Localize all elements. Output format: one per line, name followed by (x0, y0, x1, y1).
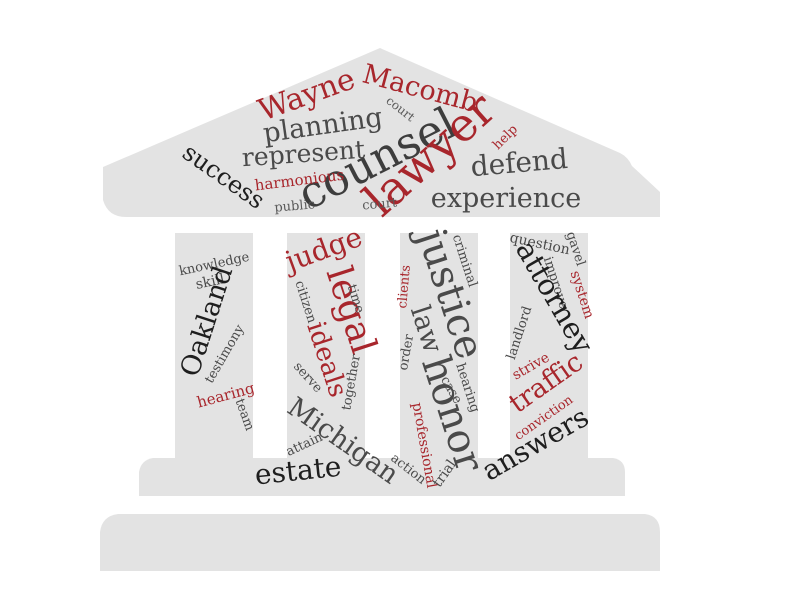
column-4 (510, 233, 588, 462)
courthouse-roof (103, 48, 660, 217)
word-public: public (274, 197, 316, 215)
courthouse-base (100, 514, 660, 571)
courthouse-pediment-base (135, 196, 628, 217)
word-court-mid: court (362, 195, 399, 213)
column-2-words: judge legal citizen time ideals serve to… (253, 220, 404, 491)
column-1 (175, 233, 253, 462)
courthouse-building (100, 48, 660, 571)
word-clients: clients (395, 264, 414, 309)
word-experience: experience (431, 183, 581, 214)
word-skill: skill (194, 271, 226, 293)
column-2 (287, 233, 365, 462)
column-3 (400, 233, 478, 462)
word-order: order (396, 332, 417, 371)
courthouse-step (139, 458, 625, 496)
